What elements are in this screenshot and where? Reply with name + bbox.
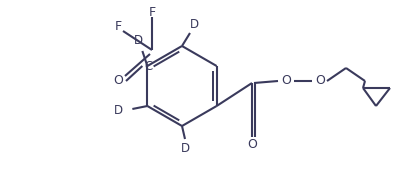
Text: F: F: [115, 20, 121, 33]
Text: D: D: [114, 104, 123, 117]
Text: O: O: [113, 75, 123, 88]
Text: O: O: [247, 138, 257, 151]
Text: D: D: [189, 19, 199, 32]
Text: C: C: [144, 59, 152, 72]
Text: O: O: [281, 75, 291, 88]
Text: D: D: [180, 142, 189, 155]
Text: D: D: [134, 35, 143, 48]
Text: F: F: [148, 6, 156, 19]
Text: O: O: [315, 75, 325, 88]
